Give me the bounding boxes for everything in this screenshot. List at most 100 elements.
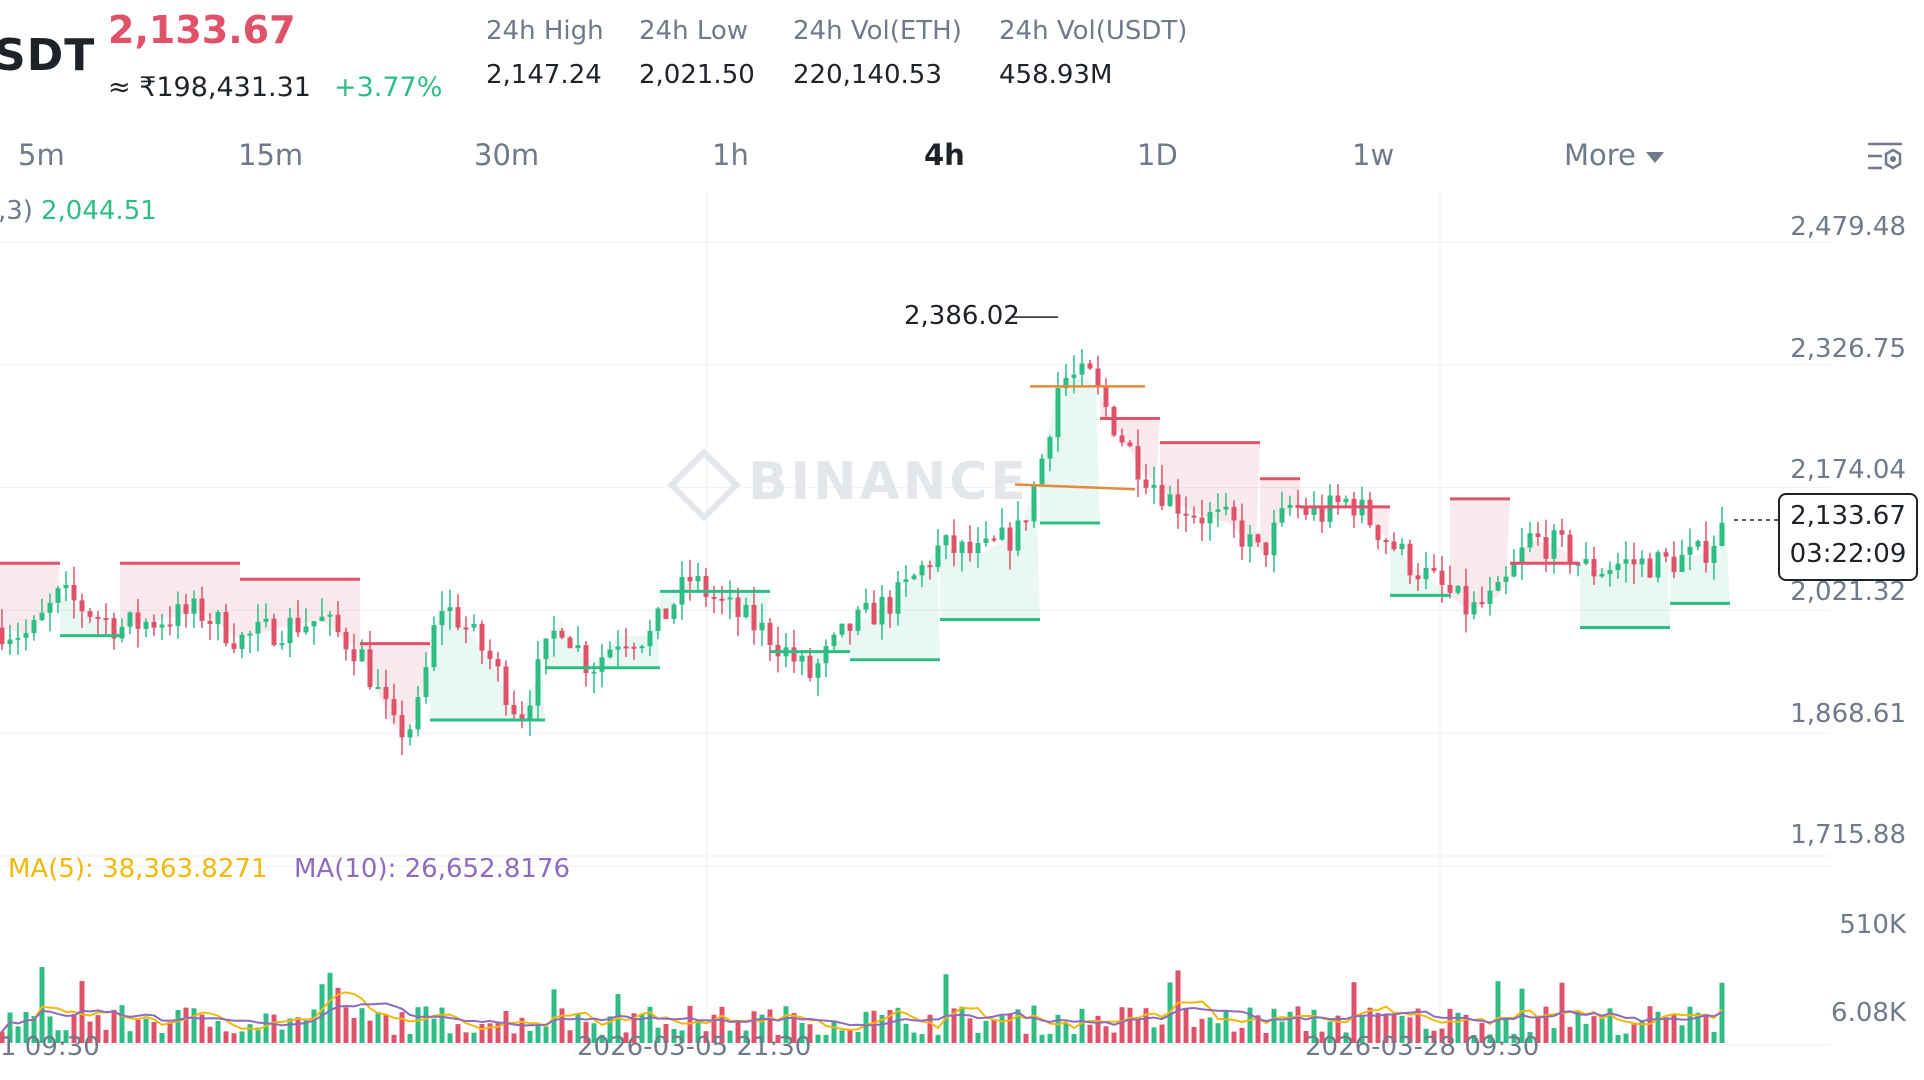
candle-body [1607,570,1613,574]
volume-bar [439,1007,445,1043]
volume-bar [231,1033,237,1043]
volume-bar [999,1015,1005,1043]
volume-bar [1703,1013,1709,1043]
volume-bar [567,1030,573,1043]
candle-body [487,650,493,660]
volume-bar [1095,1015,1101,1043]
supertrend-fill-segment [1450,498,1510,610]
volume-bar [855,1031,861,1043]
volume-bar [127,1031,133,1043]
volume-bar [7,1012,13,1043]
tab-1w[interactable]: 1w [1352,138,1395,172]
candle-body [1039,458,1045,485]
volume-bar [743,1030,749,1043]
volume-tick: 510K [1839,910,1906,940]
volume-bar [1175,970,1181,1043]
volume-bar [711,1014,717,1043]
candle-body [1447,584,1453,593]
candle-body [895,582,901,614]
candle-body [839,623,845,635]
volume-bar [15,1026,21,1043]
candle-body [223,611,229,644]
candle-body [975,542,981,554]
candle-body [663,608,669,620]
candle-body [543,638,549,660]
volume-bar [1183,1008,1189,1043]
volume-bar [543,1026,549,1043]
candle-body [919,565,925,576]
candle-body [1711,545,1717,563]
candle-body [439,611,445,626]
volume-bar [119,1005,125,1043]
volume-bar [39,967,45,1043]
candle-body [1247,534,1253,547]
candle-body [351,649,357,662]
price-change-percent: +3.77% [334,72,443,103]
volume-bar [1295,1006,1301,1043]
volume-bar [935,1034,941,1043]
candle-body [815,663,821,678]
volume-bar [1335,1015,1341,1043]
volume-bar [959,1006,965,1043]
candle-body [1463,585,1469,615]
volume-bar [583,1021,589,1043]
volume-bar [1255,1015,1261,1043]
tab-5m[interactable]: 5m [18,138,65,172]
volume-bar [1575,1010,1581,1043]
volume-bar [159,1032,165,1043]
volume-bar [383,1014,389,1043]
supertrend-fill-segment [1580,561,1670,628]
tab-4h[interactable]: 4h [924,138,965,172]
more-button[interactable]: More [1564,138,1664,172]
volume-bar [727,1030,733,1043]
candle-body [1159,484,1165,507]
volume-bar [1535,1015,1541,1043]
candle-body [375,686,381,689]
candle-body [967,541,973,554]
volume-bar [1223,1009,1229,1043]
candle-body [1335,495,1341,503]
candle-body [1239,520,1245,547]
volume-bar [847,1029,853,1043]
supertrend-fill-segment [430,608,545,721]
candle-body [367,649,373,688]
volume-bar [663,1024,669,1043]
candle-body [327,614,333,617]
volume-bar [455,1024,461,1043]
tab-30m[interactable]: 30m [474,138,540,172]
candle-body [1543,537,1549,559]
chart-settings-icon[interactable] [1866,140,1904,174]
tab-15m[interactable]: 15m [238,138,304,172]
candle-body [239,634,245,649]
tab-1h[interactable]: 1h [712,138,749,172]
tab-1d[interactable]: 1D [1137,138,1178,172]
volume-bar [751,1011,757,1043]
candle-body [863,602,869,610]
volume-bar [1655,1011,1661,1043]
candle-body [1391,541,1397,550]
volume-bar [1023,1033,1029,1043]
candle-body [39,612,45,621]
volume-bar [799,1022,805,1043]
volume-bar [607,1016,613,1043]
volume-bar [167,1021,173,1043]
volume-bar [1231,1031,1237,1043]
volume-bar [1663,1017,1669,1043]
volume-bar [1455,1012,1461,1043]
candle-body [1151,484,1157,488]
candle-body [1119,435,1125,443]
candle-body [191,598,197,614]
volume-bar [1039,1034,1045,1043]
candle-body [607,649,613,658]
volume-bar [1527,1032,1533,1043]
candle-body [215,611,221,624]
supertrend-line [0,416,1730,722]
volume-bar [1407,1017,1413,1043]
volume-bar [391,1034,397,1043]
volume-bar [559,1008,565,1043]
candle-body [151,621,157,628]
candle-body [1703,540,1709,563]
volume-bar [1639,1020,1645,1043]
stat-value-low: 2,021.50 [639,60,755,90]
